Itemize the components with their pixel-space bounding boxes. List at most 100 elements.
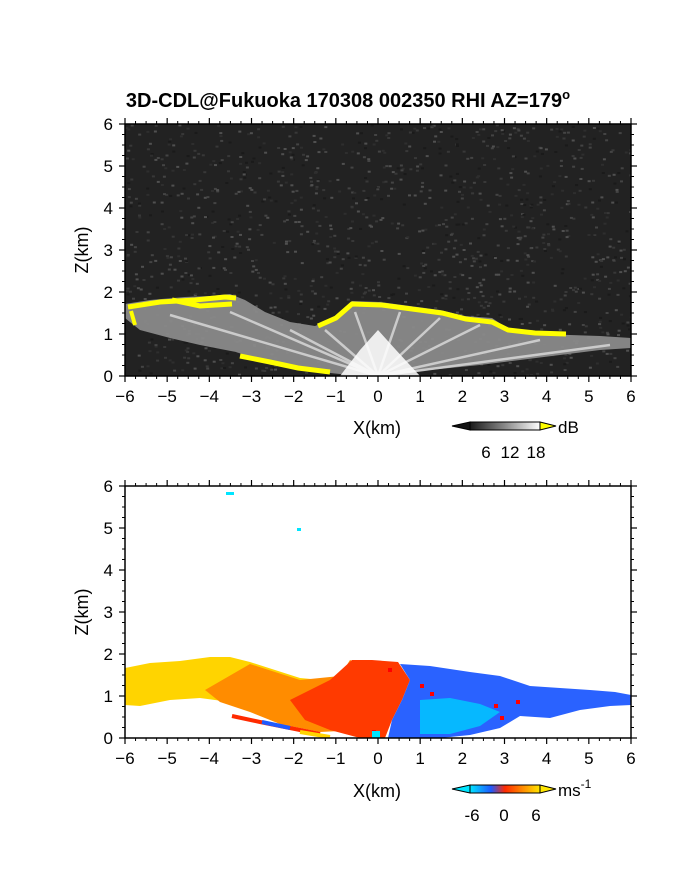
noise-speckle — [294, 126, 298, 129]
noise-speckle — [450, 216, 454, 219]
noise-speckle — [530, 374, 533, 376]
noise-speckle — [171, 169, 175, 172]
noise-speckle — [577, 302, 581, 304]
noise-speckle — [216, 288, 220, 290]
noise-speckle — [605, 331, 609, 334]
noise-speckle — [483, 181, 487, 183]
noise-speckle — [571, 155, 575, 158]
noise-speckle — [592, 137, 596, 140]
noise-speckle — [421, 181, 425, 184]
noise-speckle — [180, 192, 184, 195]
noise-speckle — [351, 281, 355, 284]
noise-speckle — [599, 326, 603, 329]
noise-speckle — [564, 307, 568, 310]
noise-speckle — [564, 255, 568, 258]
velocity-field — [125, 492, 631, 738]
noise-speckle — [453, 213, 457, 216]
noise-speckle — [216, 190, 220, 193]
noise-speckle — [487, 363, 491, 366]
noise-speckle — [524, 170, 528, 173]
noise-speckle — [516, 128, 520, 131]
noise-speckle — [247, 248, 250, 251]
noise-speckle — [347, 237, 351, 240]
noise-speckle — [265, 367, 269, 369]
noise-speckle — [508, 287, 512, 290]
noise-speckle — [566, 131, 570, 134]
noise-speckle — [184, 349, 188, 352]
noise-speckle — [130, 124, 134, 127]
noise-speckle — [486, 204, 490, 207]
noise-speckle — [254, 259, 258, 262]
noise-speckle — [367, 158, 371, 161]
noise-speckle — [154, 345, 158, 348]
noise-speckle — [239, 252, 243, 254]
noise-speckle — [612, 173, 616, 176]
noise-speckle — [146, 187, 150, 190]
noise-speckle — [251, 270, 255, 273]
noise-speckle — [282, 277, 286, 280]
noise-speckle — [500, 270, 504, 273]
noise-speckle — [212, 160, 216, 163]
noise-speckle — [614, 309, 618, 312]
noise-speckle — [623, 270, 627, 273]
noise-speckle — [499, 316, 503, 318]
velocity-y-axis-label: Z(km) — [72, 589, 92, 636]
noise-speckle — [251, 260, 254, 262]
noise-speckle — [521, 370, 525, 373]
noise-speckle — [198, 233, 202, 236]
noise-speckle — [525, 368, 529, 371]
noise-speckle — [517, 230, 521, 233]
noise-speckle — [338, 190, 342, 193]
noise-speckle — [399, 178, 403, 181]
noise-speckle — [479, 284, 483, 287]
noise-speckle — [224, 258, 228, 261]
noise-speckle — [495, 193, 499, 196]
noise-speckle — [440, 251, 443, 254]
noise-speckle — [299, 233, 303, 236]
noise-speckle — [126, 290, 129, 292]
noise-speckle — [131, 158, 135, 161]
noise-speckle — [560, 272, 564, 275]
x-tick-label: 0 — [373, 749, 382, 768]
noise-speckle — [152, 201, 156, 204]
noise-speckle — [580, 167, 584, 170]
noise-speckle — [413, 127, 417, 130]
noise-speckle — [271, 311, 275, 314]
noise-speckle — [433, 372, 437, 375]
echo-core — [340, 330, 420, 376]
noise-speckle — [472, 257, 476, 260]
noise-speckle — [477, 167, 481, 170]
noise-speckle — [266, 216, 270, 219]
noise-speckle — [387, 132, 391, 135]
colorbar-gradient — [469, 784, 541, 794]
noise-speckle — [402, 265, 406, 268]
noise-speckle — [227, 170, 230, 173]
x-tick-label: 3 — [500, 387, 509, 406]
noise-speckle — [178, 124, 182, 127]
noise-speckle — [417, 289, 421, 292]
noise-speckle — [483, 164, 487, 166]
noise-speckle — [184, 257, 187, 260]
noise-speckle — [133, 250, 137, 253]
colorbar-tick-label: 6 — [481, 443, 490, 462]
noise-speckle — [456, 288, 460, 291]
noise-speckle — [592, 179, 595, 182]
noise-speckle — [451, 181, 455, 184]
noise-speckle — [611, 201, 615, 204]
noise-speckle — [229, 223, 233, 226]
noise-speckle — [149, 261, 153, 264]
noise-speckle — [533, 260, 536, 263]
noise-speckle — [577, 203, 581, 206]
noise-speckle — [311, 278, 315, 281]
noise-speckle — [516, 243, 520, 246]
noise-speckle — [220, 159, 224, 162]
noise-speckle — [547, 233, 550, 236]
noise-speckle — [258, 162, 262, 165]
noise-speckle — [228, 141, 232, 144]
noise-speckle — [430, 270, 433, 273]
noise-speckle — [438, 271, 442, 274]
noise-speckle — [588, 188, 592, 191]
noise-speckle — [438, 152, 442, 155]
noise-speckle — [245, 166, 249, 169]
noise-speckle — [204, 216, 207, 219]
